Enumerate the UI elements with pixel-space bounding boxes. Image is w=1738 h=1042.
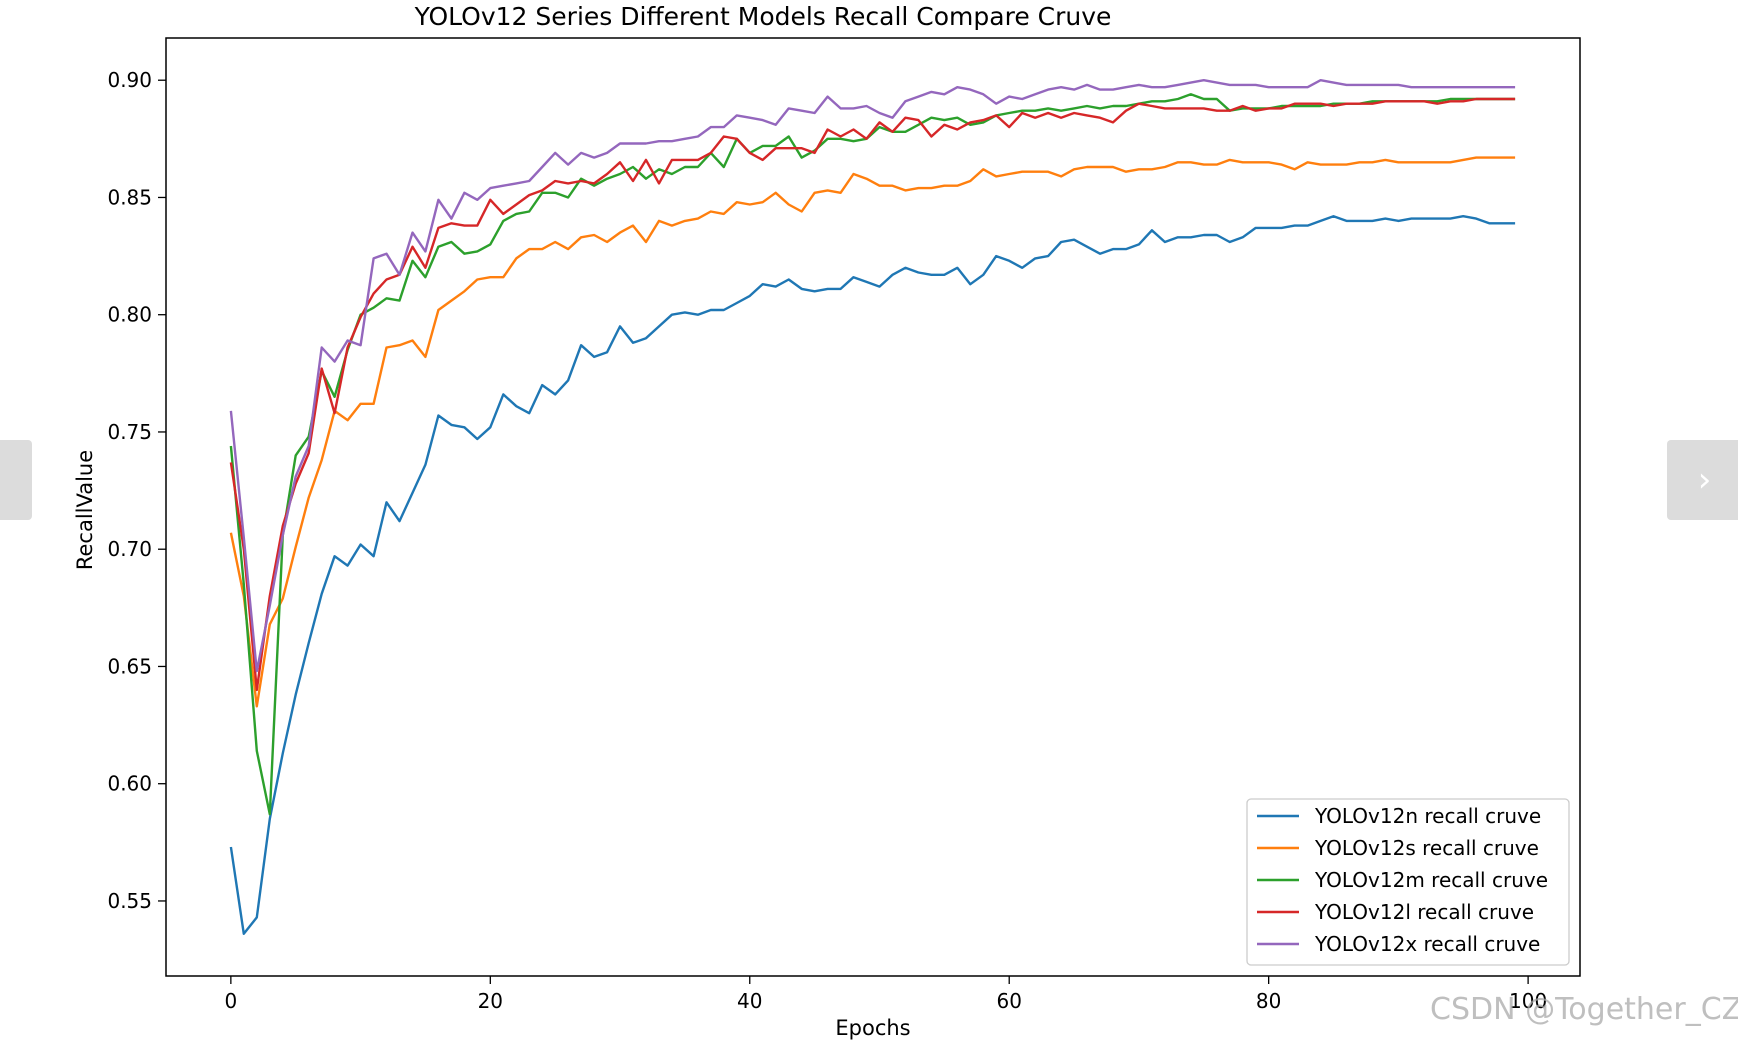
series-line-2 bbox=[229, 156, 1516, 708]
x-tick-label: 40 bbox=[737, 989, 762, 1013]
series-line-4 bbox=[229, 97, 1516, 692]
y-tick-label: 0.65 bbox=[107, 654, 152, 678]
y-axis: 0.55 0.60 0.65 0.70 0.75 0.80 0.85 0.90 bbox=[107, 68, 166, 913]
y-tick-label: 0.75 bbox=[107, 420, 152, 444]
chevron-right-icon[interactable]: › bbox=[1667, 440, 1738, 520]
y-tick-label: 0.85 bbox=[107, 185, 152, 209]
chart-title: YOLOv12 Series Different Models Recall C… bbox=[414, 2, 1112, 31]
legend-label: YOLOv12n recall cruve bbox=[1314, 804, 1541, 828]
legend-label: YOLOv12x recall cruve bbox=[1314, 932, 1540, 956]
chart-legend: YOLOv12n recall cruve YOLOv12s recall cru… bbox=[1246, 798, 1570, 966]
watermark-text: CSDN @Together_CZ bbox=[1430, 992, 1738, 1027]
x-tick-label: 100 bbox=[1509, 989, 1547, 1013]
legend-label: YOLOv12m recall cruve bbox=[1314, 868, 1548, 892]
next-glyph: › bbox=[1697, 460, 1712, 500]
legend-label: YOLOv12s recall cruve bbox=[1314, 836, 1539, 860]
y-tick-label: 0.60 bbox=[107, 772, 152, 796]
series-layer bbox=[229, 78, 1516, 935]
y-tick-label: 0.55 bbox=[107, 889, 152, 913]
legend-label: YOLOv12l recall cruve bbox=[1314, 900, 1534, 924]
x-tick-label: 80 bbox=[1256, 989, 1281, 1013]
x-tick-label: 20 bbox=[478, 989, 503, 1013]
series-line-3 bbox=[229, 93, 1516, 816]
series-line-5 bbox=[229, 78, 1516, 673]
x-axis: 0 20 40 60 80 100 bbox=[224, 976, 1547, 1013]
series-line-1 bbox=[229, 214, 1516, 935]
x-tick-label: 0 bbox=[224, 989, 237, 1013]
x-tick-label: 60 bbox=[996, 989, 1021, 1013]
y-tick-label: 0.90 bbox=[107, 68, 152, 92]
x-axis-label: Epochs bbox=[835, 1016, 910, 1040]
y-axis-label: RecallValue bbox=[73, 450, 97, 570]
chevron-left-icon[interactable] bbox=[0, 440, 32, 520]
y-tick-label: 0.80 bbox=[107, 303, 152, 327]
y-tick-label: 0.70 bbox=[107, 537, 152, 561]
legend-box bbox=[1246, 798, 1570, 966]
